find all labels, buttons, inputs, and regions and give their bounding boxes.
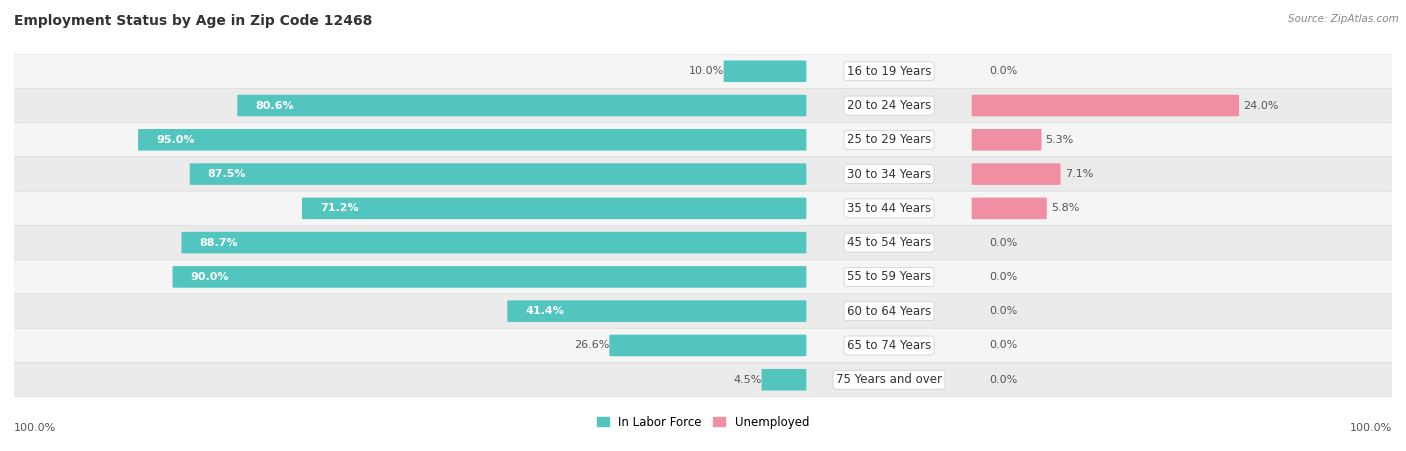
- Text: 55 to 59 Years: 55 to 59 Years: [846, 271, 931, 283]
- FancyBboxPatch shape: [7, 328, 1399, 363]
- FancyBboxPatch shape: [972, 95, 1239, 116]
- FancyBboxPatch shape: [7, 157, 1399, 191]
- FancyBboxPatch shape: [972, 198, 1046, 219]
- FancyBboxPatch shape: [173, 266, 806, 288]
- FancyBboxPatch shape: [508, 300, 806, 322]
- FancyBboxPatch shape: [609, 335, 806, 356]
- Text: 7.1%: 7.1%: [1064, 169, 1092, 179]
- Text: 75 Years and over: 75 Years and over: [837, 373, 942, 386]
- FancyBboxPatch shape: [972, 163, 1060, 185]
- Text: 0.0%: 0.0%: [990, 375, 1018, 385]
- FancyBboxPatch shape: [7, 294, 1399, 328]
- Text: 26.6%: 26.6%: [574, 341, 609, 350]
- Text: 95.0%: 95.0%: [156, 135, 194, 145]
- Text: 45 to 54 Years: 45 to 54 Years: [846, 236, 931, 249]
- Legend: In Labor Force, Unemployed: In Labor Force, Unemployed: [593, 412, 813, 432]
- FancyBboxPatch shape: [181, 232, 806, 253]
- Text: 25 to 29 Years: 25 to 29 Years: [846, 133, 931, 146]
- Text: 0.0%: 0.0%: [990, 272, 1018, 282]
- Text: 71.2%: 71.2%: [321, 203, 359, 213]
- Text: 0.0%: 0.0%: [990, 238, 1018, 248]
- Text: 20 to 24 Years: 20 to 24 Years: [846, 99, 931, 112]
- Text: 87.5%: 87.5%: [208, 169, 246, 179]
- Text: Employment Status by Age in Zip Code 12468: Employment Status by Age in Zip Code 124…: [14, 14, 373, 28]
- FancyBboxPatch shape: [138, 129, 806, 151]
- FancyBboxPatch shape: [7, 123, 1399, 157]
- Text: 80.6%: 80.6%: [256, 101, 294, 110]
- FancyBboxPatch shape: [7, 54, 1399, 88]
- FancyBboxPatch shape: [238, 95, 806, 116]
- Text: 100.0%: 100.0%: [14, 423, 56, 433]
- Text: 100.0%: 100.0%: [1350, 423, 1392, 433]
- Text: 16 to 19 Years: 16 to 19 Years: [846, 65, 931, 78]
- Text: 24.0%: 24.0%: [1243, 101, 1278, 110]
- Text: 10.0%: 10.0%: [689, 66, 724, 76]
- FancyBboxPatch shape: [7, 88, 1399, 123]
- FancyBboxPatch shape: [7, 260, 1399, 294]
- FancyBboxPatch shape: [762, 369, 806, 391]
- FancyBboxPatch shape: [7, 363, 1399, 397]
- FancyBboxPatch shape: [724, 60, 806, 82]
- Text: 65 to 74 Years: 65 to 74 Years: [846, 339, 931, 352]
- Text: 0.0%: 0.0%: [990, 306, 1018, 316]
- FancyBboxPatch shape: [302, 198, 806, 219]
- FancyBboxPatch shape: [190, 163, 806, 185]
- Text: Source: ZipAtlas.com: Source: ZipAtlas.com: [1288, 14, 1399, 23]
- Text: 0.0%: 0.0%: [990, 341, 1018, 350]
- Text: 60 to 64 Years: 60 to 64 Years: [846, 305, 931, 318]
- Text: 5.8%: 5.8%: [1050, 203, 1080, 213]
- FancyBboxPatch shape: [972, 129, 1042, 151]
- Text: 90.0%: 90.0%: [190, 272, 229, 282]
- Text: 30 to 34 Years: 30 to 34 Years: [846, 168, 931, 180]
- Text: 88.7%: 88.7%: [200, 238, 238, 248]
- Text: 5.3%: 5.3%: [1046, 135, 1074, 145]
- Text: 35 to 44 Years: 35 to 44 Years: [846, 202, 931, 215]
- Text: 0.0%: 0.0%: [990, 66, 1018, 76]
- FancyBboxPatch shape: [7, 191, 1399, 226]
- FancyBboxPatch shape: [7, 226, 1399, 260]
- Text: 41.4%: 41.4%: [526, 306, 564, 316]
- Text: 4.5%: 4.5%: [733, 375, 762, 385]
